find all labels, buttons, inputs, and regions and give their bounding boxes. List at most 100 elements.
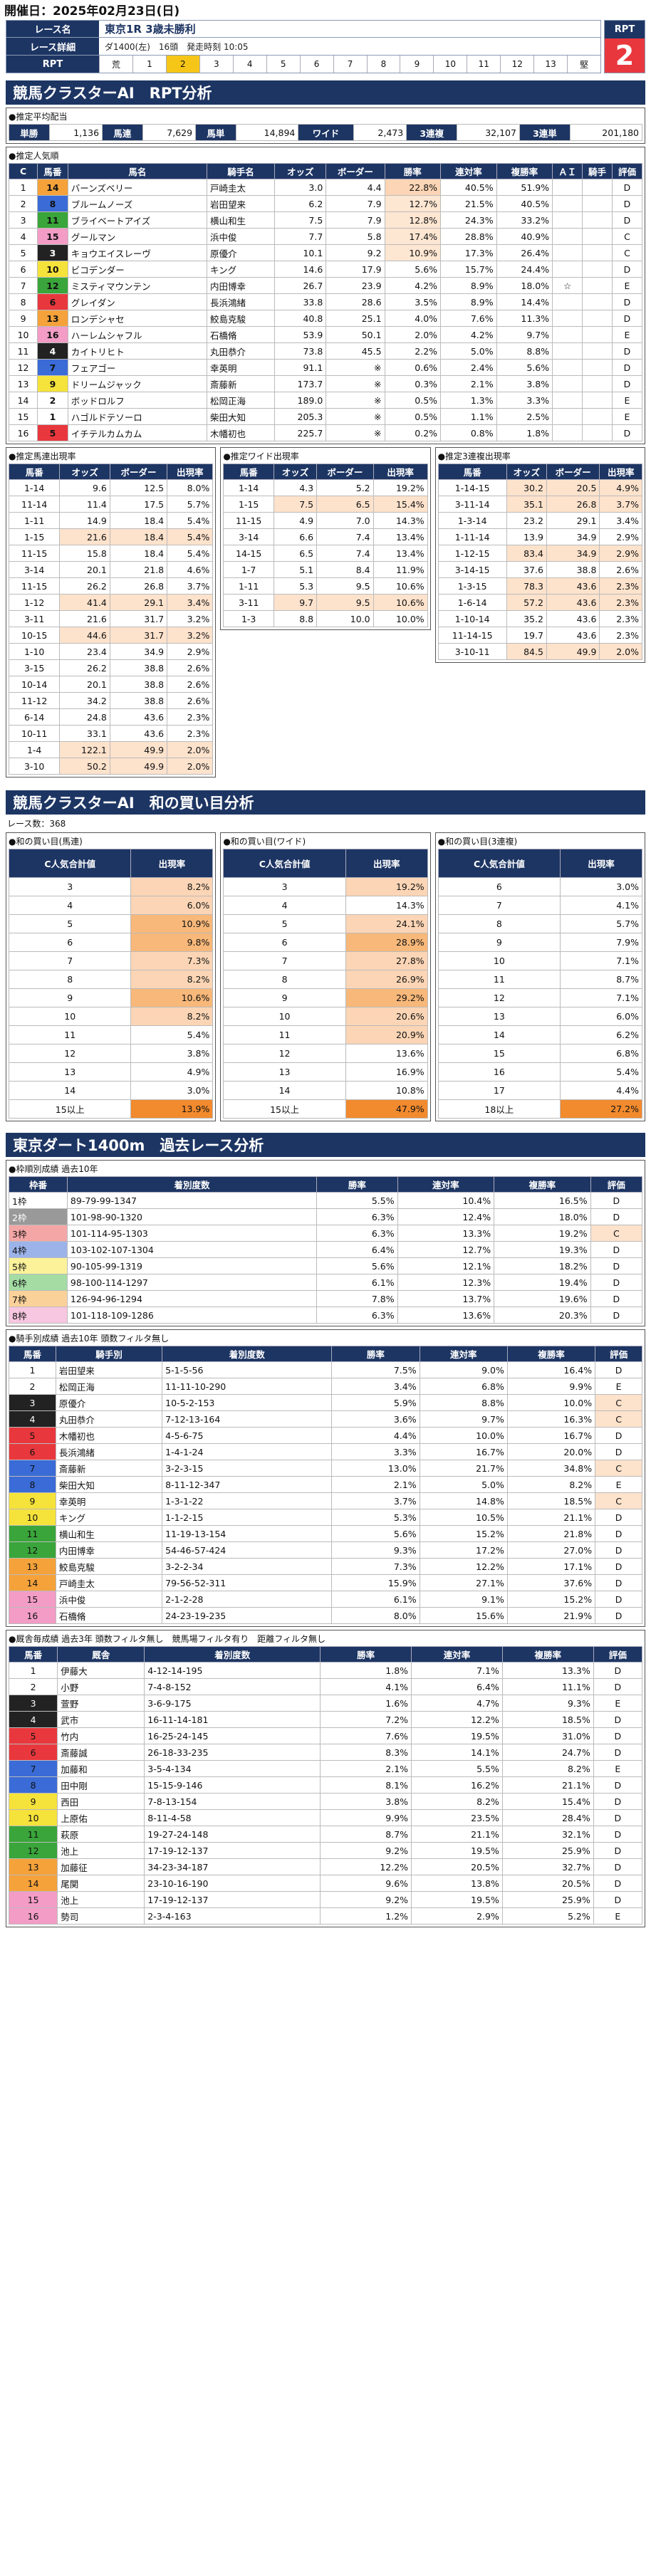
- table-row: 11-14-15 19.7 43.6 2.3%: [437, 627, 642, 644]
- table-cell: 2: [9, 1378, 56, 1395]
- table-cell: 1.3%: [440, 392, 497, 409]
- table-cell: ロンデシャセ: [67, 310, 207, 327]
- table-cell: 20.6%: [345, 1007, 428, 1026]
- table-cell: 8.9%: [440, 277, 497, 294]
- table-cell: 6-14: [8, 708, 61, 726]
- table-cell: 205.3: [274, 408, 327, 425]
- table-cell: 鮫島克駿: [55, 1558, 163, 1575]
- table-row: 4 15 グールマン 浜中俊 7.7 5.8 17.4% 28.8% 40.9% C: [8, 228, 642, 245]
- table-cell: E: [593, 1907, 643, 1925]
- table-cell: 15: [8, 408, 38, 425]
- table-cell: 2-1-2-28: [162, 1591, 333, 1608]
- table-cell: 6: [8, 933, 132, 952]
- table-cell: 43.6: [546, 577, 600, 595]
- table-cell: 1: [9, 1361, 56, 1378]
- table-cell: 31.0%: [501, 1727, 594, 1744]
- table-row: 1-10-14 35.2 43.6 2.3%: [437, 610, 642, 627]
- table-cell: D: [593, 1744, 643, 1761]
- table-cell: 1-11: [223, 577, 275, 595]
- column-header: オッズ: [59, 464, 110, 480]
- table-cell: 34.9: [546, 545, 600, 562]
- table-cell: 4.4%: [560, 1081, 642, 1100]
- payout-value: 1,136: [48, 124, 103, 141]
- rpt-scale-cell: 11: [467, 56, 500, 73]
- jockey-title: ●騎手別成績 過去10年 頭数フィルタ無し: [9, 1334, 170, 1344]
- column-header: 複勝率: [506, 1346, 596, 1362]
- table-row: 3-10-11 84.5 49.9 2.0%: [437, 643, 642, 660]
- table-cell: 7: [8, 1760, 58, 1777]
- table-cell: 44.6: [59, 627, 110, 644]
- table-cell: 1-1-2-15: [162, 1509, 333, 1526]
- table-cell: 4: [37, 342, 68, 360]
- table-cell: 35.2: [506, 610, 547, 627]
- table-cell: 43.6: [546, 627, 600, 644]
- table-cell: [582, 310, 613, 327]
- table-cell: 38.8: [546, 561, 600, 578]
- table-cell: 5.7%: [560, 914, 642, 933]
- table-cell: 12: [8, 1842, 58, 1859]
- table-row: 12 13.6%: [223, 1044, 428, 1063]
- table-cell: 4.9%: [599, 479, 642, 496]
- rpt-scale: 荒 1 2 3 4 5 6 7 8 9 10 11 12 13 堅: [99, 56, 600, 73]
- table-row: 12 池上 17-19-12-137 9.2% 19.5% 25.9% D: [8, 1842, 643, 1859]
- table-cell: 13.6%: [345, 1044, 428, 1063]
- table-cell: [552, 195, 583, 212]
- table-cell: 13: [9, 1558, 56, 1575]
- table-cell: D: [595, 1509, 642, 1526]
- table-cell: [552, 424, 583, 441]
- table-row: 10-14 20.1 38.8 2.6%: [8, 676, 214, 693]
- table-cell: 1-14: [223, 479, 275, 496]
- table-cell: 12: [9, 1541, 56, 1559]
- table-cell: 53.9: [274, 326, 327, 343]
- table-cell: 11-14-15: [437, 627, 507, 644]
- table-cell: 5: [9, 1427, 56, 1444]
- table-cell: ハゴルドテソーロ: [67, 408, 207, 425]
- table-cell: [552, 342, 583, 360]
- table-cell: 10: [223, 1007, 346, 1026]
- table-cell: D: [612, 211, 642, 229]
- table-cell: カイトリヒト: [67, 342, 207, 360]
- table-cell: 10.8%: [345, 1081, 428, 1100]
- table-cell: 0.3%: [384, 375, 442, 392]
- column-header: 出現率: [373, 464, 428, 480]
- table-cell: D: [593, 1793, 643, 1810]
- race-count: レース数：368: [7, 819, 66, 829]
- table-cell: 11: [437, 970, 561, 989]
- table-cell: 14: [37, 179, 68, 196]
- table-row: 4 丸田恭介 7-12-13-164 3.6% 9.7% 16.3% C: [9, 1410, 642, 1428]
- table-cell: 7-8-13-154: [144, 1793, 321, 1810]
- table-cell: 91.1: [274, 359, 327, 376]
- table-cell: 14.6: [274, 261, 327, 278]
- table-cell: D: [590, 1208, 643, 1225]
- table-cell: 50.2: [59, 758, 110, 775]
- table-cell: 7: [37, 359, 68, 376]
- table-row: 11 20.9%: [223, 1025, 428, 1044]
- table-row: 12 7.1%: [437, 988, 642, 1007]
- table-cell: 6.3%: [316, 1307, 398, 1324]
- table-cell: D: [593, 1776, 643, 1794]
- table-cell: 石橋脩: [206, 326, 276, 343]
- table-cell: 横山和生: [206, 211, 276, 229]
- table-cell: 12.2%: [320, 1858, 412, 1875]
- table-cell: 1: [8, 179, 38, 196]
- table-row: 1-14 9.6 12.5 8.0%: [8, 479, 214, 496]
- sum-trio-panel: ●和の買い目(3連複) C人気合計値 出現率 6 3.0% 7 4.1% 8 5.7% 9 7.9…: [434, 832, 645, 1121]
- table-row: 1-14-15 30.2 20.5 4.9%: [437, 479, 642, 496]
- table-cell: D: [595, 1541, 642, 1559]
- table-cell: ※: [326, 392, 385, 409]
- table-cell: 竹内: [57, 1727, 145, 1744]
- table-cell: D: [595, 1591, 642, 1608]
- section-rpt-analysis-title: 競馬クラスターAI RPT分析: [6, 80, 645, 105]
- table-cell: 3.4%: [599, 512, 642, 529]
- table-cell: 加藤和: [57, 1760, 145, 1777]
- table-cell: 長浜鴻緒: [206, 293, 276, 310]
- table-cell: [552, 375, 583, 392]
- table-cell: D: [593, 1809, 643, 1826]
- table-cell: 14: [8, 1081, 132, 1100]
- table-cell: 32.1%: [501, 1826, 594, 1843]
- table-cell: 83.4: [506, 545, 547, 562]
- column-header: ボーダー: [109, 464, 168, 480]
- table-cell: ※: [326, 375, 385, 392]
- table-cell: 16: [9, 1607, 56, 1624]
- table-cell: 7.4: [316, 545, 374, 562]
